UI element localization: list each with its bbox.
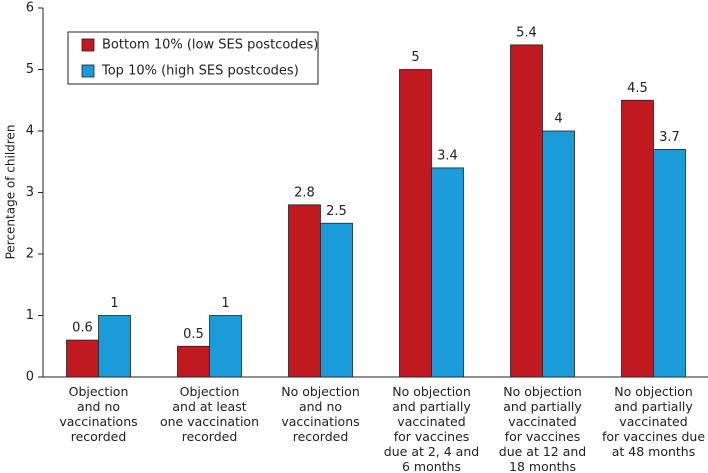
y-tick-label: 1 bbox=[26, 308, 34, 323]
legend-box bbox=[67, 31, 319, 85]
bar bbox=[98, 315, 131, 378]
x-tick-label: Objection and no vaccinations recorded bbox=[59, 384, 138, 444]
data-label: 0.5 bbox=[183, 327, 204, 342]
y-tick-label: 2 bbox=[26, 247, 34, 262]
y-tick-label: 3 bbox=[26, 185, 34, 200]
bar bbox=[209, 315, 242, 378]
legend-label: Top 10% (high SES postcodes) bbox=[101, 64, 299, 79]
bar bbox=[320, 222, 353, 378]
y-tick-label: 6 bbox=[26, 1, 34, 16]
y-tick-label: 5 bbox=[26, 62, 34, 77]
x-tick-label: No objection and no vaccinations recorde… bbox=[281, 384, 360, 444]
y-tick-label: 4 bbox=[26, 124, 34, 139]
bar bbox=[66, 339, 99, 378]
data-label: 3.7 bbox=[659, 130, 680, 145]
x-tick-label: No objection and partially vaccinated fo… bbox=[498, 384, 587, 473]
data-label: 5.4 bbox=[516, 25, 537, 40]
data-label: 2.5 bbox=[326, 204, 347, 219]
bar bbox=[510, 44, 543, 378]
legend-label: Bottom 10% (low SES postcodes) bbox=[102, 38, 318, 53]
bar bbox=[177, 345, 210, 378]
data-label: 3.4 bbox=[437, 148, 458, 163]
y-tick-label: 0 bbox=[26, 370, 34, 385]
legend-swatch bbox=[81, 64, 95, 78]
legend-swatch bbox=[81, 38, 95, 52]
y-axis-title: Percentage of children bbox=[4, 125, 18, 260]
data-label: 1 bbox=[110, 296, 118, 311]
data-label: 1 bbox=[221, 296, 229, 311]
data-label: 5 bbox=[411, 50, 419, 65]
x-tick-label: Objection and at least one vaccination r… bbox=[159, 384, 260, 444]
bar bbox=[288, 204, 321, 378]
data-label: 4.5 bbox=[627, 81, 648, 96]
data-label: 4 bbox=[554, 112, 562, 127]
data-label: 2.8 bbox=[294, 185, 315, 200]
bar bbox=[431, 167, 464, 378]
x-tick-label: No objection and partially vaccinated fo… bbox=[601, 384, 706, 459]
bar bbox=[653, 149, 686, 378]
bar bbox=[621, 99, 654, 378]
x-tick-label: No objection and partially vaccinated fo… bbox=[383, 384, 480, 473]
bar bbox=[399, 69, 432, 378]
data-label: 0.6 bbox=[72, 321, 93, 336]
bar bbox=[542, 130, 575, 378]
